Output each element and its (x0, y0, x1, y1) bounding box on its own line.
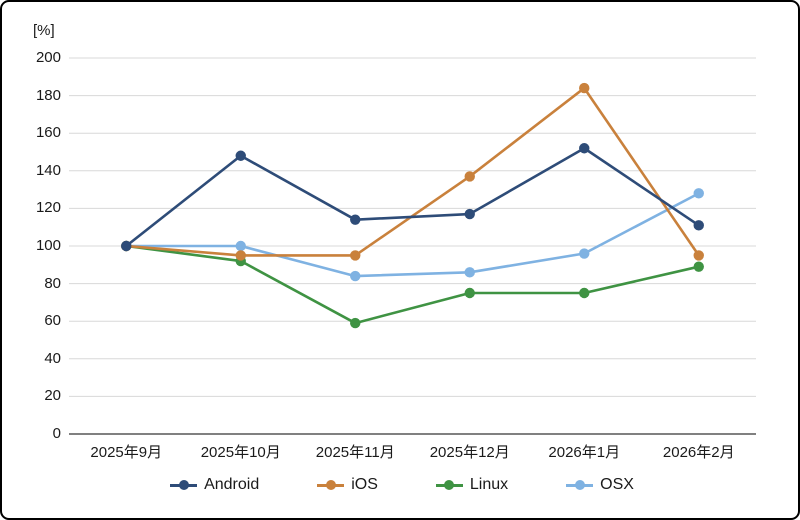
data-point-ios-3 (464, 171, 475, 182)
y-tick-label-100: 100 (35, 237, 61, 254)
legend-dot (325, 480, 336, 490)
data-point-osx-3 (464, 267, 475, 278)
data-point-android-2 (350, 214, 361, 225)
legend-marker-icon (566, 480, 594, 490)
x-tick-label-0: 2025年9月 (90, 444, 163, 461)
chart-legend: Android iOS Linux OSX (2, 475, 798, 495)
legend-marker-icon (317, 480, 345, 490)
x-tick-label-1: 2025年10月 (200, 444, 281, 461)
data-point-ios-1 (235, 250, 246, 261)
y-tick-label-20: 20 (44, 387, 61, 405)
legend-marker-icon (170, 480, 198, 490)
data-point-ios-4 (579, 82, 590, 94)
legend-item-android: Android (170, 475, 259, 495)
data-point-linux-4 (579, 287, 590, 299)
y-tick-label-80: 80 (44, 274, 61, 292)
legend-label: Linux (469, 476, 509, 493)
series-line-android (124, 146, 701, 248)
y-tick-label-0: 0 (52, 425, 61, 442)
y-tick-label-120: 120 (35, 199, 61, 217)
data-point-android-5 (693, 220, 704, 231)
legend-label: iOS (351, 476, 378, 493)
data-point-osx-4 (579, 248, 590, 259)
legend-label: OSX (600, 476, 634, 493)
data-point-osx-2 (350, 270, 361, 282)
legend-item-linux: Linux (435, 475, 509, 495)
data-point-linux-2 (350, 317, 361, 329)
y-tick-label-40: 40 (44, 349, 61, 367)
series-line-osx (124, 192, 701, 278)
legend-dot (444, 480, 455, 490)
data-point-ios-5 (693, 250, 704, 261)
data-point-osx-1 (235, 240, 246, 252)
legend-label: Android (204, 476, 260, 493)
legend-dot (178, 480, 189, 490)
y-tick-label-140: 140 (35, 161, 61, 179)
data-point-linux-5 (693, 261, 704, 272)
data-point-android-3 (464, 208, 475, 220)
x-tick-label-5: 2026年2月 (662, 444, 735, 461)
x-tick-label-4: 2026年1月 (548, 444, 621, 461)
data-point-linux-3 (464, 287, 475, 299)
y-axis-unit-label: [%] (33, 22, 55, 39)
y-tick-label-60: 60 (44, 312, 61, 330)
x-tick-label-3: 2025年12月 (429, 444, 510, 461)
legend-item-osx: OSX (566, 475, 634, 495)
data-point-android-1 (235, 150, 246, 161)
legend-item-ios: iOS (317, 475, 378, 495)
data-point-android-0 (121, 240, 132, 252)
series-line-ios (124, 86, 701, 257)
legend-marker-icon (435, 480, 463, 490)
data-point-android-4 (579, 143, 590, 154)
y-tick-label-200: 200 (35, 49, 61, 66)
y-tick-label-180: 180 (35, 86, 61, 104)
data-point-ios-2 (350, 250, 361, 261)
series-line-linux (124, 244, 701, 325)
legend-dot (574, 480, 585, 490)
y-tick-label-160: 160 (35, 124, 61, 142)
data-point-osx-5 (693, 188, 704, 199)
x-tick-label-2: 2025年11月 (315, 444, 395, 461)
